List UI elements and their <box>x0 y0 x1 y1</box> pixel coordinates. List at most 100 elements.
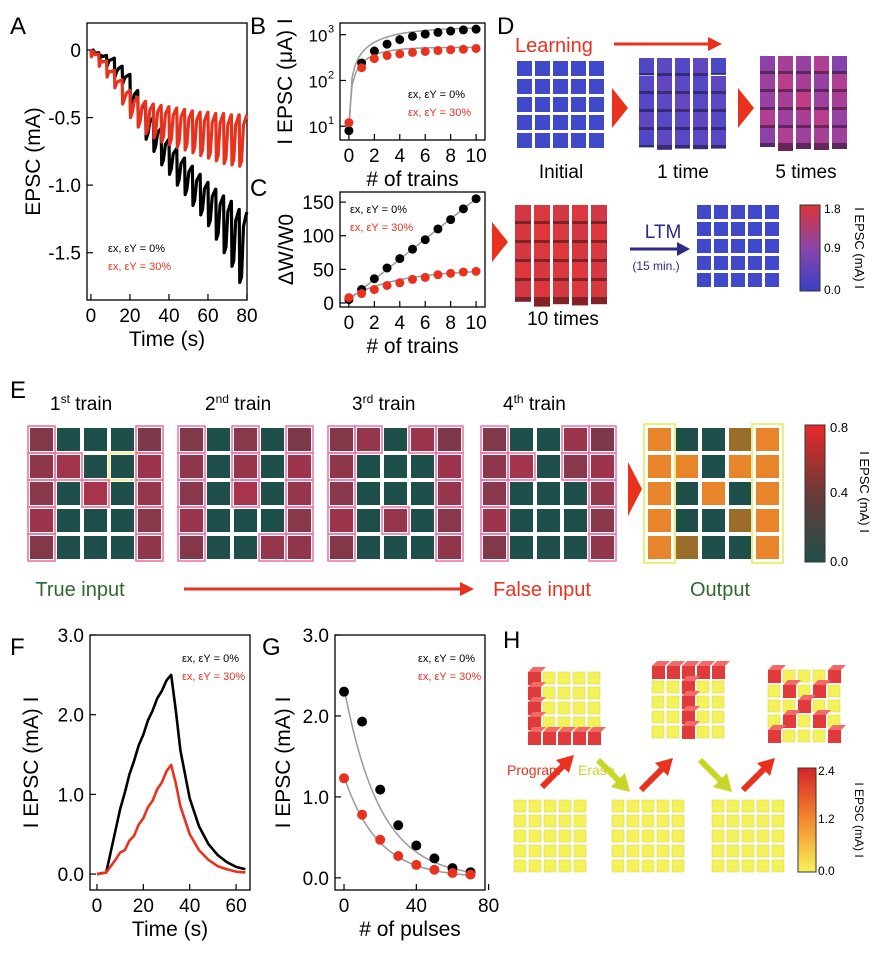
pixel <box>207 482 230 505</box>
data-point <box>408 274 417 284</box>
cube <box>639 76 654 91</box>
data-point <box>471 43 481 53</box>
cube <box>573 859 587 873</box>
data-point <box>382 263 392 273</box>
cube <box>748 205 762 219</box>
cube <box>572 671 586 685</box>
cube <box>626 814 640 828</box>
cube-side <box>814 143 829 150</box>
pixel <box>438 428 461 451</box>
cube <box>543 799 557 813</box>
cube <box>765 205 779 219</box>
cube <box>515 205 531 221</box>
y-tick-label: 0.0 <box>58 865 84 886</box>
x-tick-label: 0 <box>86 306 97 327</box>
x-tick-label: 2 <box>369 146 380 167</box>
cube <box>671 799 685 813</box>
pixel <box>30 536 53 559</box>
pixel-highlight <box>588 533 617 562</box>
pixel <box>675 482 698 505</box>
pixel <box>591 428 614 451</box>
cube <box>711 799 725 813</box>
data-point <box>344 293 354 303</box>
cube <box>771 814 785 828</box>
cube <box>814 110 829 125</box>
pixel-highlight <box>327 533 356 562</box>
cube <box>832 56 847 71</box>
data-point <box>429 864 440 875</box>
pixel <box>591 455 614 478</box>
chart-f: 0 20 40 60 0.0 1.0 2.0 3.0 Time (s) I EPSC (mA) I… <box>20 626 251 941</box>
y-tick-label: 10 <box>309 72 328 91</box>
pixel <box>330 509 353 532</box>
pixel-highlight <box>135 533 164 562</box>
pixel <box>330 536 353 559</box>
y-tick-label: 10 <box>309 27 328 46</box>
cube <box>797 669 811 683</box>
y-tick-label: 1.0 <box>58 785 84 806</box>
pixel <box>288 428 311 451</box>
program-arrow-head <box>655 758 673 776</box>
pixel <box>234 482 257 505</box>
y-tick-label: 0 <box>323 294 334 315</box>
pixel-highlight <box>480 533 509 562</box>
caption-1-time: 1 time <box>657 162 709 183</box>
pixel <box>330 428 353 451</box>
cube <box>517 133 532 148</box>
pixel <box>729 455 752 478</box>
x-axis-label: Time (s) <box>129 328 205 351</box>
pixel-highlight <box>177 533 206 562</box>
output-label: Output <box>690 579 750 601</box>
cube <box>553 79 568 94</box>
cube <box>558 732 571 745</box>
x-tick-label: 10 <box>466 313 487 334</box>
cube <box>813 685 826 698</box>
cube <box>651 710 665 724</box>
colorbar-e <box>804 424 826 563</box>
step-arrow-icon <box>492 222 508 262</box>
pixel-highlight <box>507 452 536 481</box>
cube <box>573 814 587 828</box>
data-point <box>471 194 481 204</box>
cube <box>611 829 625 843</box>
cube <box>528 799 542 813</box>
pixel <box>729 428 752 451</box>
cube <box>591 262 607 278</box>
x-axis-label: # of trains <box>366 168 458 191</box>
cube-top <box>682 676 700 681</box>
pixel <box>138 509 161 532</box>
y-tick-label: 2.0 <box>303 707 329 728</box>
data-point <box>446 268 456 278</box>
cube <box>711 859 725 873</box>
cube <box>591 205 607 221</box>
cube <box>783 715 796 728</box>
cube-top <box>828 665 846 670</box>
pixel <box>384 509 407 532</box>
cube <box>528 844 542 858</box>
x-tick-label: 60 <box>197 306 218 327</box>
legend-entry: εx, εY = 30% <box>182 671 245 683</box>
program-arrow <box>539 760 569 790</box>
y-tick-exponent: 1 <box>328 115 334 127</box>
pixel <box>84 482 107 505</box>
cube <box>711 76 726 91</box>
pixel <box>180 428 203 451</box>
cube <box>666 695 680 709</box>
cube <box>591 224 607 240</box>
cube <box>778 128 793 143</box>
cube <box>711 844 725 858</box>
cube <box>782 729 796 743</box>
pixel <box>357 509 380 532</box>
pixel <box>138 455 161 478</box>
y-tick-label: -1.5 <box>48 244 81 265</box>
x-tick-label: 40 <box>179 896 200 917</box>
pixel-highlight <box>435 533 464 562</box>
cube-side <box>591 221 607 225</box>
cube <box>778 92 793 107</box>
cube-side <box>711 127 726 130</box>
cube <box>693 112 708 127</box>
cube <box>558 844 572 858</box>
pixel <box>207 428 230 451</box>
cube <box>626 844 640 858</box>
cube-top <box>768 665 786 670</box>
